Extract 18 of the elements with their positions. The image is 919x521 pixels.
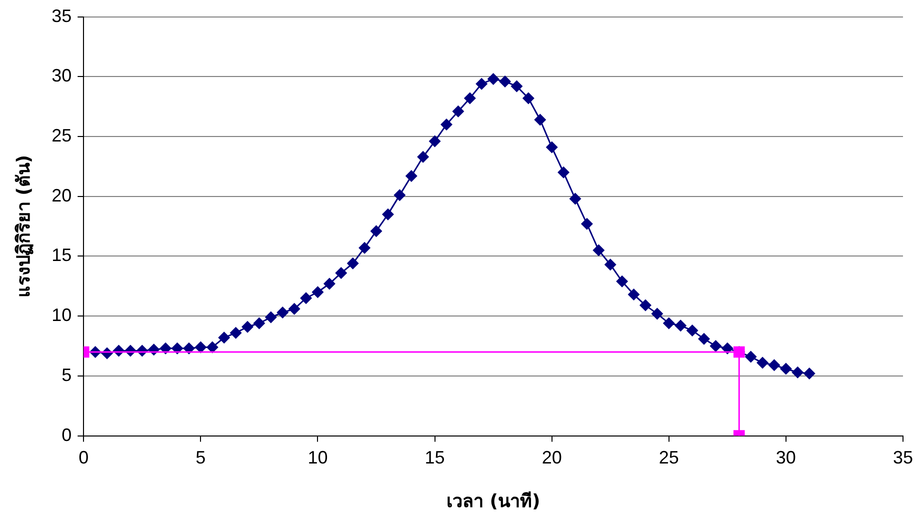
x-tick-label: 5: [196, 448, 206, 468]
y-tick-label: 0: [62, 424, 72, 445]
x-tick-label: 0: [78, 448, 89, 468]
y-tick-label: 20: [52, 185, 72, 206]
y-tick-label: 30: [52, 66, 72, 86]
x-tick-label: 35: [892, 448, 914, 468]
x-tick-label: 25: [658, 448, 679, 468]
y-tick-label: 35: [52, 6, 72, 26]
x-tick-label: 15: [424, 448, 445, 468]
y-tick-label: 25: [52, 125, 72, 146]
x-tick-label: 20: [542, 448, 562, 468]
x-tick-label: 30: [776, 448, 796, 468]
x-tick-label: 10: [308, 448, 328, 468]
y-axis-title: แรงปฏิกิริยา (ตัน): [13, 154, 34, 298]
x-axis-title: เวลา (นาที): [446, 490, 540, 512]
y-tick-label: 15: [52, 245, 72, 266]
y-tick-label: 5: [62, 364, 72, 385]
y-tick-label: 10: [52, 305, 72, 326]
